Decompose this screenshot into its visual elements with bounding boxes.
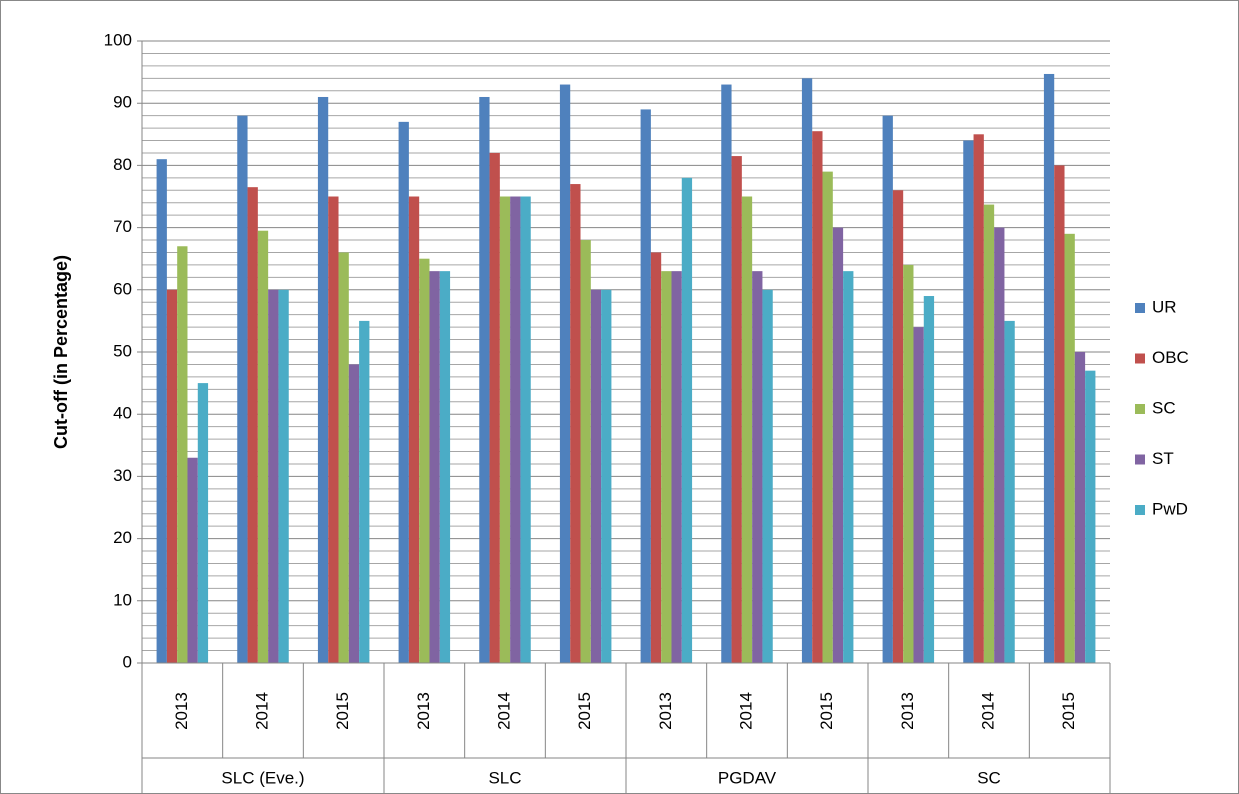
bar xyxy=(650,252,662,664)
bar xyxy=(1004,320,1015,663)
x-tick-label: 2014 xyxy=(978,692,997,730)
bar xyxy=(317,96,329,664)
legend-label: ST xyxy=(1152,449,1174,468)
bar xyxy=(328,196,339,663)
bar xyxy=(882,115,893,663)
bar xyxy=(913,327,924,663)
x-tick-label: 2013 xyxy=(172,692,191,730)
bar xyxy=(197,383,209,663)
legend-swatch xyxy=(1135,303,1145,313)
group-label: SLC (Eve.) xyxy=(221,768,304,787)
bar xyxy=(247,187,258,664)
legend-swatch xyxy=(1135,505,1145,515)
group-label: PGDAV xyxy=(718,768,777,787)
bar xyxy=(257,230,269,663)
bar xyxy=(963,140,974,663)
bar xyxy=(832,227,844,663)
y-tick-label: 100 xyxy=(104,30,132,49)
bar xyxy=(731,156,742,663)
bar xyxy=(499,196,511,663)
y-tick-label: 80 xyxy=(113,155,132,174)
x-tick-label: 2014 xyxy=(736,692,755,730)
y-tick-label: 40 xyxy=(113,404,132,423)
bar xyxy=(843,271,854,663)
bar xyxy=(419,258,430,663)
bar xyxy=(681,177,693,663)
bar xyxy=(1064,233,1075,663)
bar xyxy=(398,121,409,664)
bar xyxy=(601,289,612,663)
bar xyxy=(640,109,651,664)
bar xyxy=(559,84,571,664)
bar xyxy=(973,134,984,664)
bar xyxy=(520,196,531,663)
bar xyxy=(408,196,420,663)
bar xyxy=(812,131,823,663)
bar xyxy=(983,204,995,663)
bar xyxy=(1074,352,1086,663)
bar xyxy=(762,289,773,663)
bar xyxy=(479,96,490,664)
y-tick-label: 30 xyxy=(113,466,132,485)
bar xyxy=(590,289,602,663)
x-tick-label: 2013 xyxy=(656,692,675,730)
y-tick-label: 60 xyxy=(113,279,132,298)
bar xyxy=(510,196,521,663)
x-tick-label: 2015 xyxy=(817,692,836,730)
legend-swatch xyxy=(1135,404,1145,414)
bar xyxy=(156,159,167,663)
x-tick-label: 2015 xyxy=(333,692,352,730)
y-axis-label: Cut-off (in Percentage) xyxy=(51,255,71,449)
bar xyxy=(903,264,914,663)
y-tick-label: 20 xyxy=(113,528,132,547)
legend-label: OBC xyxy=(1152,348,1189,367)
bar xyxy=(822,171,833,663)
bar xyxy=(923,296,935,663)
bar xyxy=(661,271,672,663)
legend-swatch xyxy=(1135,454,1145,465)
bar xyxy=(489,152,500,663)
bar xyxy=(1085,370,1096,663)
legend-label: PwD xyxy=(1152,499,1188,518)
group-label: SLC xyxy=(488,768,521,787)
bar xyxy=(348,364,360,663)
y-tick-label: 90 xyxy=(113,93,132,112)
bar xyxy=(177,246,188,663)
x-tick-label: 2013 xyxy=(898,692,917,730)
bar xyxy=(580,240,591,664)
bar xyxy=(278,289,289,663)
bar xyxy=(752,271,763,663)
bar xyxy=(892,190,904,663)
bar xyxy=(439,271,451,663)
bar xyxy=(338,252,349,664)
x-tick-label: 2014 xyxy=(252,692,271,730)
bar xyxy=(801,78,813,663)
y-tick-label: 70 xyxy=(113,217,132,236)
bar xyxy=(741,196,753,663)
legend-label: SC xyxy=(1152,398,1176,417)
bar xyxy=(237,115,248,663)
x-tick-label: 2015 xyxy=(1059,692,1078,730)
y-tick-label: 0 xyxy=(123,652,132,671)
bar xyxy=(994,227,1005,663)
bar xyxy=(187,457,198,663)
group-label: SC xyxy=(977,768,1001,787)
legend-label: UR xyxy=(1152,297,1177,316)
x-tick-label: 2014 xyxy=(494,692,513,730)
bar xyxy=(570,184,581,663)
bar xyxy=(268,289,279,663)
y-tick-label: 50 xyxy=(113,341,132,360)
x-tick-label: 2015 xyxy=(575,692,594,730)
bar xyxy=(671,271,682,663)
bar xyxy=(1054,165,1065,663)
legend-swatch xyxy=(1135,353,1145,364)
y-tick-label: 10 xyxy=(113,590,132,609)
bar xyxy=(429,271,440,663)
bar xyxy=(721,84,732,664)
bar xyxy=(359,320,370,663)
x-tick-label: 2013 xyxy=(414,692,433,730)
bar xyxy=(1043,73,1055,663)
bar xyxy=(166,289,178,663)
